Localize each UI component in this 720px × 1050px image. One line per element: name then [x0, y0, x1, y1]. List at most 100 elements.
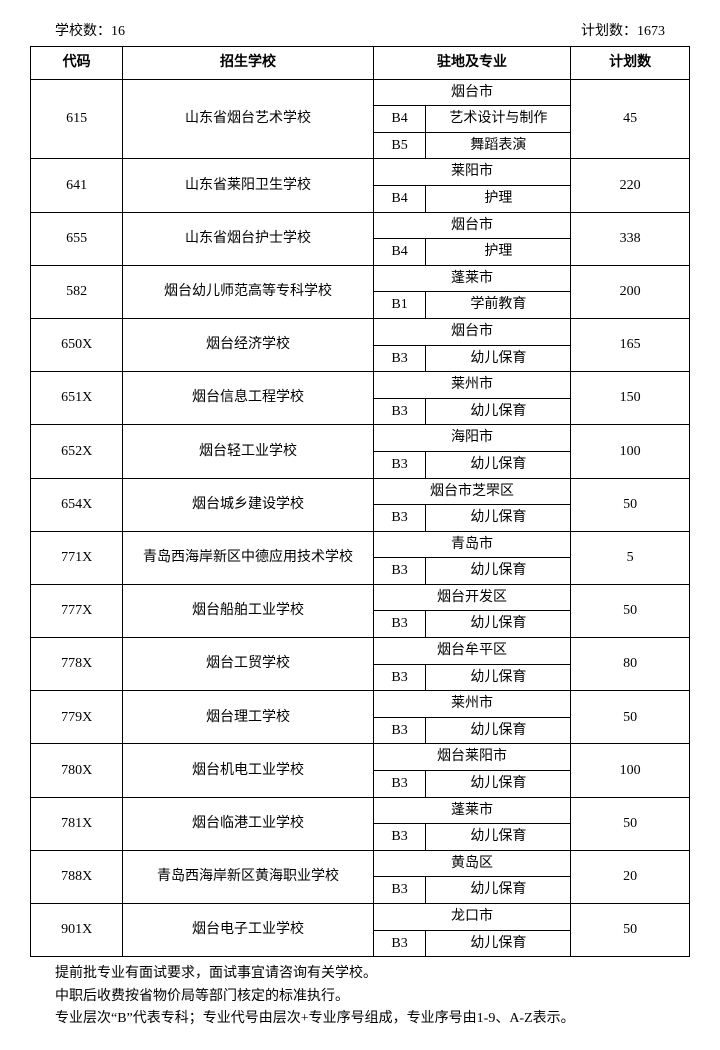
cell-school: 山东省莱阳卫生学校	[123, 159, 373, 212]
footer-note: 专业层次“B”代表专科；专业代号由层次+专业序号组成，专业序号由1-9、A-Z表…	[55, 1008, 665, 1030]
cell-major-name: 幼儿保育	[426, 558, 571, 585]
school-count-value: 16	[111, 24, 125, 39]
footer-note: 中职后收费按省物价局等部门核定的标准执行。	[55, 986, 665, 1008]
cell-major-name: 幼儿保育	[426, 771, 571, 798]
table-body: 615山东省烟台艺术学校烟台市45B4艺术设计与制作B5舞蹈表演641山东省莱阳…	[31, 79, 690, 957]
cell-location: 海阳市	[373, 425, 571, 452]
plan-count: 计划数：1673	[581, 20, 665, 40]
cell-major-name: 幼儿保育	[426, 398, 571, 425]
school-count: 学校数：16	[55, 20, 125, 40]
cell-location: 烟台市	[373, 318, 571, 345]
cell-plan: 100	[571, 425, 690, 478]
cell-major-code: B3	[373, 558, 426, 585]
cell-major-code: B3	[373, 451, 426, 478]
cell-plan: 80	[571, 638, 690, 691]
cell-location: 烟台莱阳市	[373, 744, 571, 771]
table-row: 778X烟台工贸学校烟台牟平区80	[31, 638, 690, 665]
cell-major-code: B3	[373, 505, 426, 532]
cell-location: 黄岛区	[373, 850, 571, 877]
table-row: 641山东省莱阳卫生学校莱阳市220	[31, 159, 690, 186]
cell-code: 778X	[31, 638, 123, 691]
cell-school: 烟台电子工业学校	[123, 904, 373, 957]
cell-school: 青岛西海岸新区黄海职业学校	[123, 850, 373, 903]
cell-major-code: B3	[373, 664, 426, 691]
table-row: 779X烟台理工学校莱州市50	[31, 691, 690, 718]
cell-major-code: B3	[373, 930, 426, 957]
cell-plan: 50	[571, 478, 690, 531]
school-count-label: 学校数：	[55, 24, 111, 39]
plan-count-label: 计划数：	[581, 24, 637, 39]
table-row: 788X青岛西海岸新区黄海职业学校黄岛区20	[31, 850, 690, 877]
cell-school: 烟台机电工业学校	[123, 744, 373, 797]
cell-plan: 5	[571, 531, 690, 584]
table-header-row: 代码 招生学校 驻地及专业 计划数	[31, 47, 690, 80]
cell-code: 777X	[31, 584, 123, 637]
cell-code: 650X	[31, 318, 123, 371]
cell-major-name: 幼儿保育	[426, 611, 571, 638]
table-row: 780X烟台机电工业学校烟台莱阳市100	[31, 744, 690, 771]
table-row: 651X烟台信息工程学校莱州市150	[31, 372, 690, 399]
cell-location: 烟台牟平区	[373, 638, 571, 665]
cell-code: 901X	[31, 904, 123, 957]
cell-code: 652X	[31, 425, 123, 478]
cell-plan: 50	[571, 797, 690, 850]
cell-major-name: 艺术设计与制作	[426, 106, 571, 133]
cell-school: 烟台轻工业学校	[123, 425, 373, 478]
cell-major-code: B4	[373, 106, 426, 133]
cell-major-name: 幼儿保育	[426, 717, 571, 744]
cell-major-name: 幼儿保育	[426, 930, 571, 957]
cell-major-name: 护理	[426, 185, 571, 212]
cell-location: 烟台开发区	[373, 584, 571, 611]
cell-plan: 50	[571, 584, 690, 637]
col-header-plan: 计划数	[571, 47, 690, 80]
table-row: 781X烟台临港工业学校蓬莱市50	[31, 797, 690, 824]
cell-major-code: B3	[373, 398, 426, 425]
cell-code: 781X	[31, 797, 123, 850]
cell-plan: 50	[571, 904, 690, 957]
cell-code: 582	[31, 265, 123, 318]
table-row: 777X烟台船舶工业学校烟台开发区50	[31, 584, 690, 611]
plan-count-value: 1673	[637, 24, 665, 39]
cell-school: 烟台经济学校	[123, 318, 373, 371]
cell-major-name: 幼儿保育	[426, 345, 571, 372]
cell-code: 615	[31, 79, 123, 159]
table-row: 650X烟台经济学校烟台市165	[31, 318, 690, 345]
schools-table: 代码 招生学校 驻地及专业 计划数 615山东省烟台艺术学校烟台市45B4艺术设…	[30, 46, 690, 957]
table-row: 654X烟台城乡建设学校烟台市芝罘区50	[31, 478, 690, 505]
cell-location: 烟台市	[373, 212, 571, 239]
cell-code: 651X	[31, 372, 123, 425]
cell-major-code: B3	[373, 611, 426, 638]
col-header-location-major: 驻地及专业	[373, 47, 571, 80]
cell-plan: 20	[571, 850, 690, 903]
cell-major-name: 护理	[426, 239, 571, 266]
cell-major-name: 舞蹈表演	[426, 132, 571, 159]
cell-school: 烟台城乡建设学校	[123, 478, 373, 531]
cell-location: 莱州市	[373, 372, 571, 399]
cell-plan: 165	[571, 318, 690, 371]
cell-major-name: 幼儿保育	[426, 451, 571, 478]
col-header-school: 招生学校	[123, 47, 373, 80]
cell-code: 779X	[31, 691, 123, 744]
cell-major-name: 幼儿保育	[426, 664, 571, 691]
cell-plan: 338	[571, 212, 690, 265]
cell-location: 烟台市	[373, 79, 571, 106]
cell-major-code: B4	[373, 239, 426, 266]
cell-location: 烟台市芝罘区	[373, 478, 571, 505]
cell-major-name: 幼儿保育	[426, 824, 571, 851]
cell-major-code: B3	[373, 877, 426, 904]
cell-major-code: B3	[373, 717, 426, 744]
cell-plan: 100	[571, 744, 690, 797]
table-row: 901X烟台电子工业学校龙口市50	[31, 904, 690, 931]
cell-location: 青岛市	[373, 531, 571, 558]
footer-note: 提前批专业有面试要求，面试事宜请咨询有关学校。	[55, 963, 665, 985]
cell-plan: 45	[571, 79, 690, 159]
cell-school: 烟台工贸学校	[123, 638, 373, 691]
cell-major-code: B5	[373, 132, 426, 159]
cell-code: 780X	[31, 744, 123, 797]
cell-code: 654X	[31, 478, 123, 531]
cell-school: 烟台幼儿师范高等专科学校	[123, 265, 373, 318]
cell-location: 莱阳市	[373, 159, 571, 186]
cell-plan: 50	[571, 691, 690, 744]
cell-major-name: 幼儿保育	[426, 877, 571, 904]
header-stats: 学校数：16 计划数：1673	[55, 20, 665, 40]
